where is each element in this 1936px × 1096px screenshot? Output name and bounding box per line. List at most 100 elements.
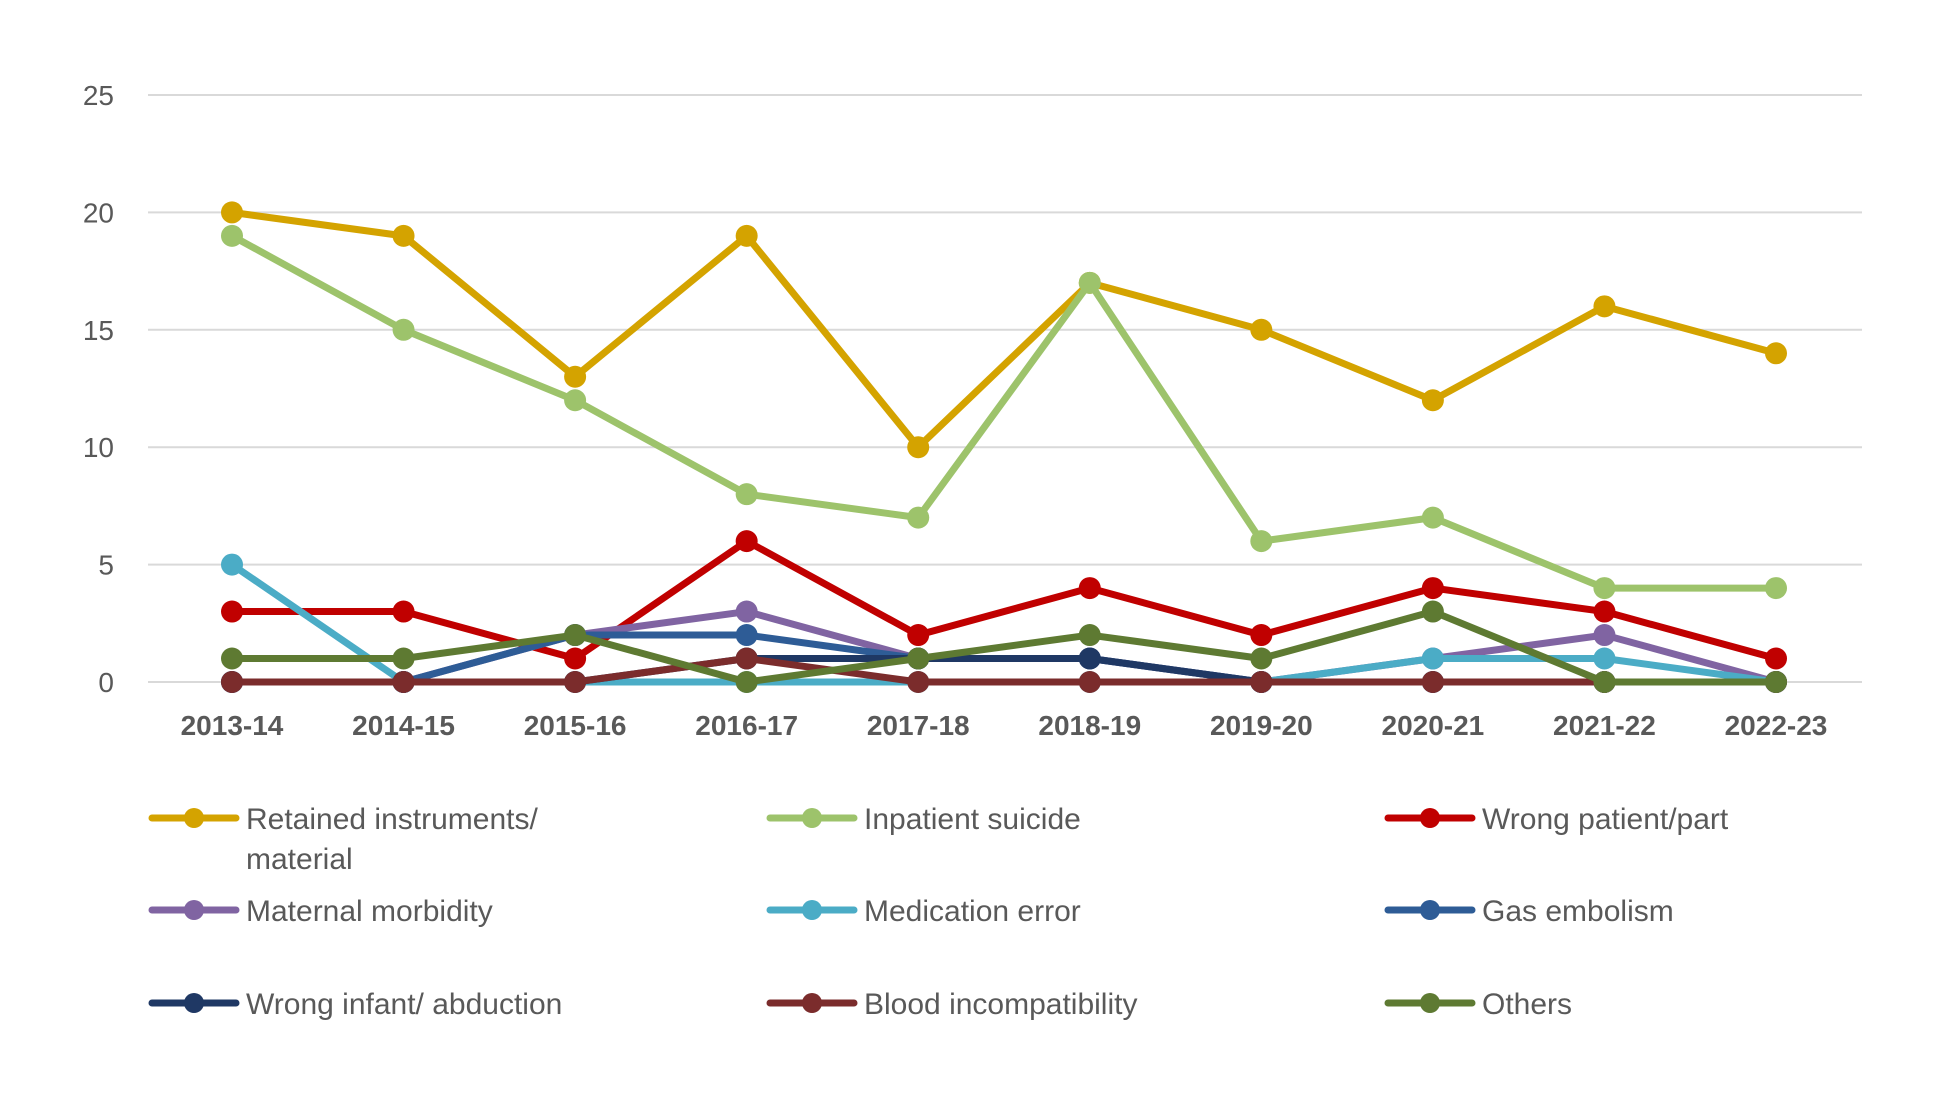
data-point [1250,647,1273,670]
data-point [1421,647,1444,670]
data-point [221,600,243,623]
series-line [228,537,1780,663]
legend-label: Wrong patient/part [1482,803,1729,836]
legend-label: Gas embolism [1482,895,1674,928]
x-tick-label: 2018-19 [1038,710,1141,741]
legend-swatch-marker [1420,900,1440,920]
x-tick-label: 2019-20 [1210,710,1313,741]
data-point [1765,577,1787,600]
data-point [1421,389,1444,412]
data-point [1421,577,1444,600]
legend-item: Inpatient suicide [766,803,1081,836]
data-point [392,318,415,341]
data-point [564,671,587,693]
data-point [907,671,930,693]
legend-item: Medication error [766,895,1081,928]
data-point [907,624,930,647]
series-2 [221,530,1787,670]
data-point [735,647,758,670]
data-point [1078,624,1101,647]
series-7 [221,647,1787,693]
legend-swatch-marker [802,993,822,1013]
data-point [1250,671,1273,693]
legend-swatch-marker [184,900,204,920]
legend: Retained instruments/material Inpatient s… [148,803,1729,1021]
legend-swatch-marker [184,993,204,1013]
legend-swatch-marker [802,900,822,920]
y-axis-ticks: 0 5 10 15 20 25 [83,80,114,698]
data-point [1593,577,1616,600]
legend-label: Maternal morbidity [246,895,493,928]
data-point [1250,318,1273,341]
data-point [735,483,758,506]
x-tick-label: 2021-22 [1553,710,1656,741]
y-tick-label: 0 [98,667,114,698]
data-point [1421,506,1444,529]
legend-item: Wrong infant/ abduction [148,988,562,1021]
series-lines [221,201,1787,693]
data-point [564,647,587,670]
data-point [1593,647,1616,670]
data-point [1250,530,1273,553]
legend-item: Retained instruments/material [148,803,538,876]
legend-item: Others [1384,988,1572,1021]
data-point [1078,671,1101,693]
legend-item: Blood incompatibility [766,988,1137,1021]
data-point [735,671,758,693]
x-tick-label: 2015-16 [524,710,627,741]
legend-label: Others [1482,988,1572,1021]
legend-swatch-marker [1420,993,1440,1013]
x-tick-label: 2022-23 [1725,710,1828,741]
series-0 [221,201,1787,459]
x-axis-ticks: 2013-14 2014-15 2015-16 2016-17 2017-18 2018-… [181,710,1828,741]
legend-swatch-marker [1420,808,1440,828]
data-point [564,365,587,388]
legend-label: material [246,843,353,876]
data-point [907,436,930,459]
y-tick-label: 25 [83,80,114,111]
data-point [221,647,243,670]
data-point [221,201,243,224]
series-1 [221,224,1787,600]
series-line [228,608,1780,686]
data-point [1765,342,1787,365]
data-point [1593,600,1616,623]
x-tick-label: 2016-17 [695,710,798,741]
data-point [1250,624,1273,647]
data-point [1078,647,1101,670]
data-point [392,600,415,623]
legend-label: Retained instruments/ [246,803,538,836]
data-point [392,671,415,693]
data-point [1078,271,1101,294]
y-tick-label: 15 [83,315,114,346]
y-tick-label: 10 [83,432,114,463]
series-line [228,232,1780,592]
legend-item: Gas embolism [1384,895,1674,928]
series-line [228,208,1780,451]
x-tick-label: 2020-21 [1382,710,1485,741]
series-8 [221,600,1787,693]
data-point [1421,671,1444,693]
legend-item: Wrong patient/part [1384,803,1729,836]
legend-label: Blood incompatibility [864,988,1137,1021]
data-point [907,506,930,529]
legend-item: Maternal morbidity [148,895,493,928]
data-point [564,389,587,412]
data-point [221,224,243,247]
data-point [1765,647,1787,670]
data-point [392,224,415,247]
data-point [735,224,758,247]
data-point [564,624,587,647]
data-point [735,624,758,647]
series-line [228,655,1780,686]
legend-label: Inpatient suicide [864,803,1081,836]
x-tick-label: 2014-15 [352,710,455,741]
data-point [735,530,758,553]
data-point [221,553,243,576]
data-point [221,671,243,693]
data-point [1078,577,1101,600]
data-point [907,647,930,670]
data-point [1421,600,1444,623]
legend-swatch-marker [802,808,822,828]
